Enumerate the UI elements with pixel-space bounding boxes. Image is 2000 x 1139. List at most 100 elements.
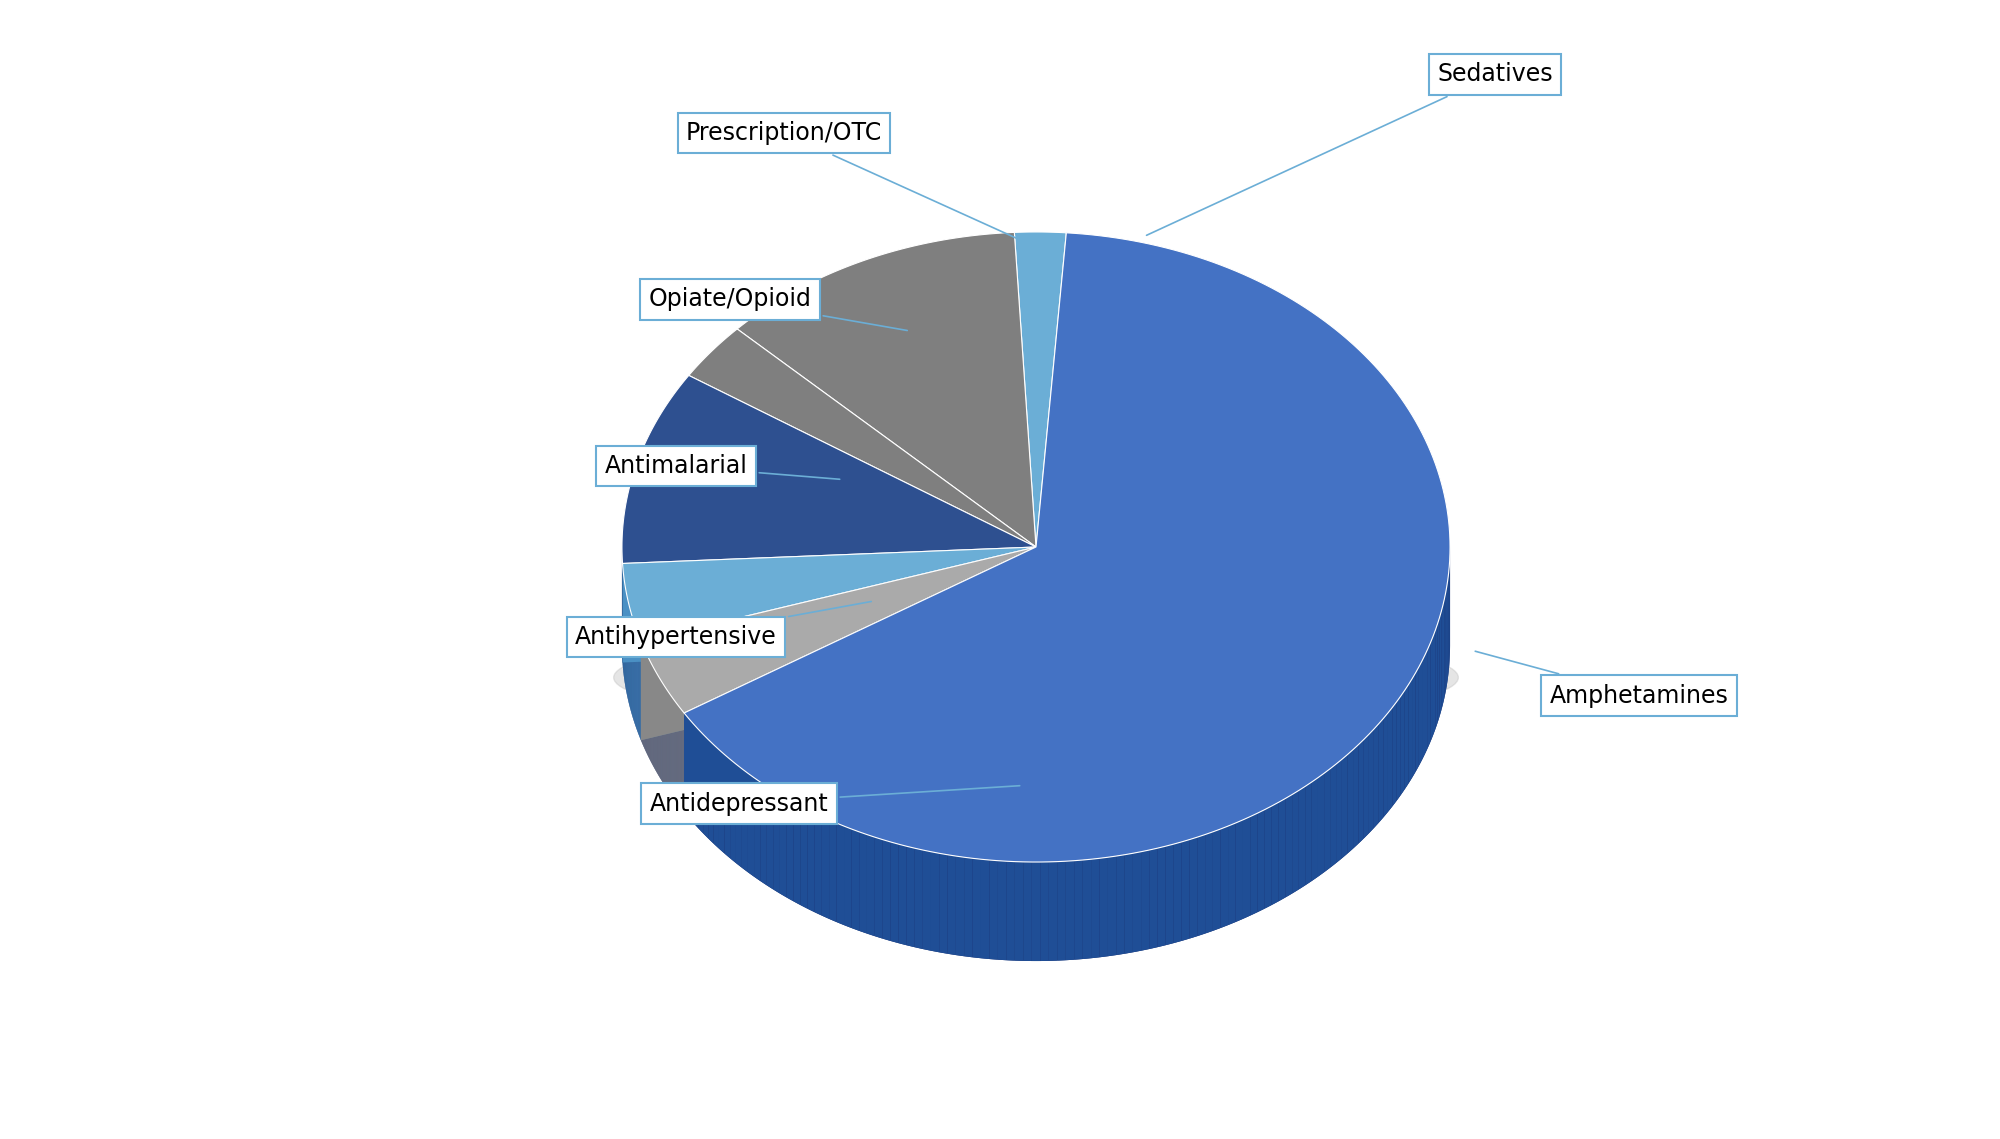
Polygon shape: [1292, 790, 1298, 893]
Polygon shape: [640, 547, 1036, 740]
Polygon shape: [898, 844, 906, 945]
Polygon shape: [742, 769, 748, 872]
Polygon shape: [1132, 852, 1142, 952]
Polygon shape: [1436, 624, 1438, 729]
Polygon shape: [724, 754, 730, 859]
Polygon shape: [1422, 655, 1426, 760]
Polygon shape: [1040, 862, 1048, 961]
Polygon shape: [1014, 232, 1066, 547]
Polygon shape: [1430, 637, 1432, 741]
Polygon shape: [1228, 823, 1236, 925]
Polygon shape: [754, 778, 760, 882]
Text: Amphetamines: Amphetamines: [1476, 652, 1728, 707]
Polygon shape: [1006, 861, 1014, 960]
Polygon shape: [688, 329, 1036, 547]
Polygon shape: [718, 749, 724, 853]
Polygon shape: [1048, 861, 1058, 961]
Polygon shape: [1364, 735, 1368, 838]
Polygon shape: [738, 232, 1036, 547]
Polygon shape: [622, 547, 1450, 961]
Polygon shape: [1392, 702, 1396, 806]
Polygon shape: [786, 798, 794, 901]
Polygon shape: [940, 853, 948, 953]
Polygon shape: [1318, 773, 1324, 877]
Polygon shape: [684, 547, 1036, 812]
Text: Antihypertensive: Antihypertensive: [576, 601, 872, 649]
Polygon shape: [1108, 857, 1116, 957]
Polygon shape: [1264, 806, 1272, 909]
Text: Opiate/Opioid: Opiate/Opioid: [648, 287, 908, 330]
Polygon shape: [1014, 861, 1024, 961]
Polygon shape: [1342, 754, 1348, 859]
Polygon shape: [1324, 769, 1330, 872]
Polygon shape: [1242, 817, 1250, 919]
Polygon shape: [1368, 729, 1374, 834]
Text: Antimalarial: Antimalarial: [604, 454, 840, 480]
Polygon shape: [708, 739, 714, 844]
Polygon shape: [1236, 820, 1242, 923]
Polygon shape: [1388, 707, 1392, 812]
Polygon shape: [688, 719, 694, 822]
Polygon shape: [684, 232, 1450, 862]
Polygon shape: [794, 802, 800, 906]
Polygon shape: [1092, 859, 1100, 958]
Polygon shape: [930, 852, 940, 952]
Polygon shape: [1182, 839, 1190, 941]
Polygon shape: [622, 376, 1036, 564]
Polygon shape: [1374, 723, 1378, 828]
Polygon shape: [1272, 802, 1278, 906]
Polygon shape: [1250, 813, 1258, 916]
Polygon shape: [998, 861, 1006, 960]
Polygon shape: [1166, 844, 1174, 945]
Polygon shape: [948, 854, 956, 956]
Polygon shape: [852, 829, 860, 931]
Polygon shape: [964, 858, 972, 957]
Polygon shape: [1384, 713, 1388, 818]
Polygon shape: [844, 826, 852, 928]
Polygon shape: [1190, 837, 1198, 939]
Polygon shape: [622, 547, 1036, 641]
Polygon shape: [1418, 661, 1422, 765]
Polygon shape: [698, 729, 704, 834]
Polygon shape: [640, 547, 1036, 740]
Polygon shape: [830, 820, 836, 923]
Polygon shape: [1408, 679, 1412, 784]
Polygon shape: [956, 857, 964, 957]
Text: Antidepressant: Antidepressant: [650, 786, 1020, 816]
Polygon shape: [640, 547, 1036, 713]
Polygon shape: [1158, 846, 1166, 948]
Polygon shape: [1174, 842, 1182, 943]
Polygon shape: [860, 831, 866, 934]
Polygon shape: [1426, 649, 1428, 754]
Polygon shape: [1212, 829, 1220, 931]
Polygon shape: [1330, 764, 1336, 868]
Polygon shape: [1198, 835, 1206, 936]
Polygon shape: [990, 860, 998, 960]
Polygon shape: [774, 790, 780, 893]
Polygon shape: [1404, 685, 1408, 789]
Polygon shape: [780, 795, 786, 898]
Polygon shape: [1298, 786, 1306, 890]
Polygon shape: [1058, 861, 1066, 960]
Polygon shape: [704, 735, 708, 838]
Polygon shape: [1312, 778, 1318, 882]
Polygon shape: [972, 859, 980, 958]
Polygon shape: [748, 773, 754, 877]
Polygon shape: [1142, 850, 1150, 951]
Polygon shape: [766, 786, 774, 890]
Polygon shape: [1306, 782, 1312, 885]
Polygon shape: [866, 835, 874, 936]
Polygon shape: [1416, 667, 1418, 772]
Polygon shape: [1400, 690, 1404, 795]
Polygon shape: [1100, 858, 1108, 957]
Text: Prescription/OTC: Prescription/OTC: [686, 121, 1020, 240]
Polygon shape: [736, 764, 742, 868]
Polygon shape: [922, 850, 930, 951]
Polygon shape: [730, 760, 736, 863]
Polygon shape: [1150, 849, 1158, 949]
Text: Sedatives: Sedatives: [1146, 63, 1552, 236]
Polygon shape: [808, 810, 814, 912]
Polygon shape: [684, 547, 1036, 812]
Polygon shape: [874, 837, 882, 939]
Polygon shape: [822, 817, 830, 919]
